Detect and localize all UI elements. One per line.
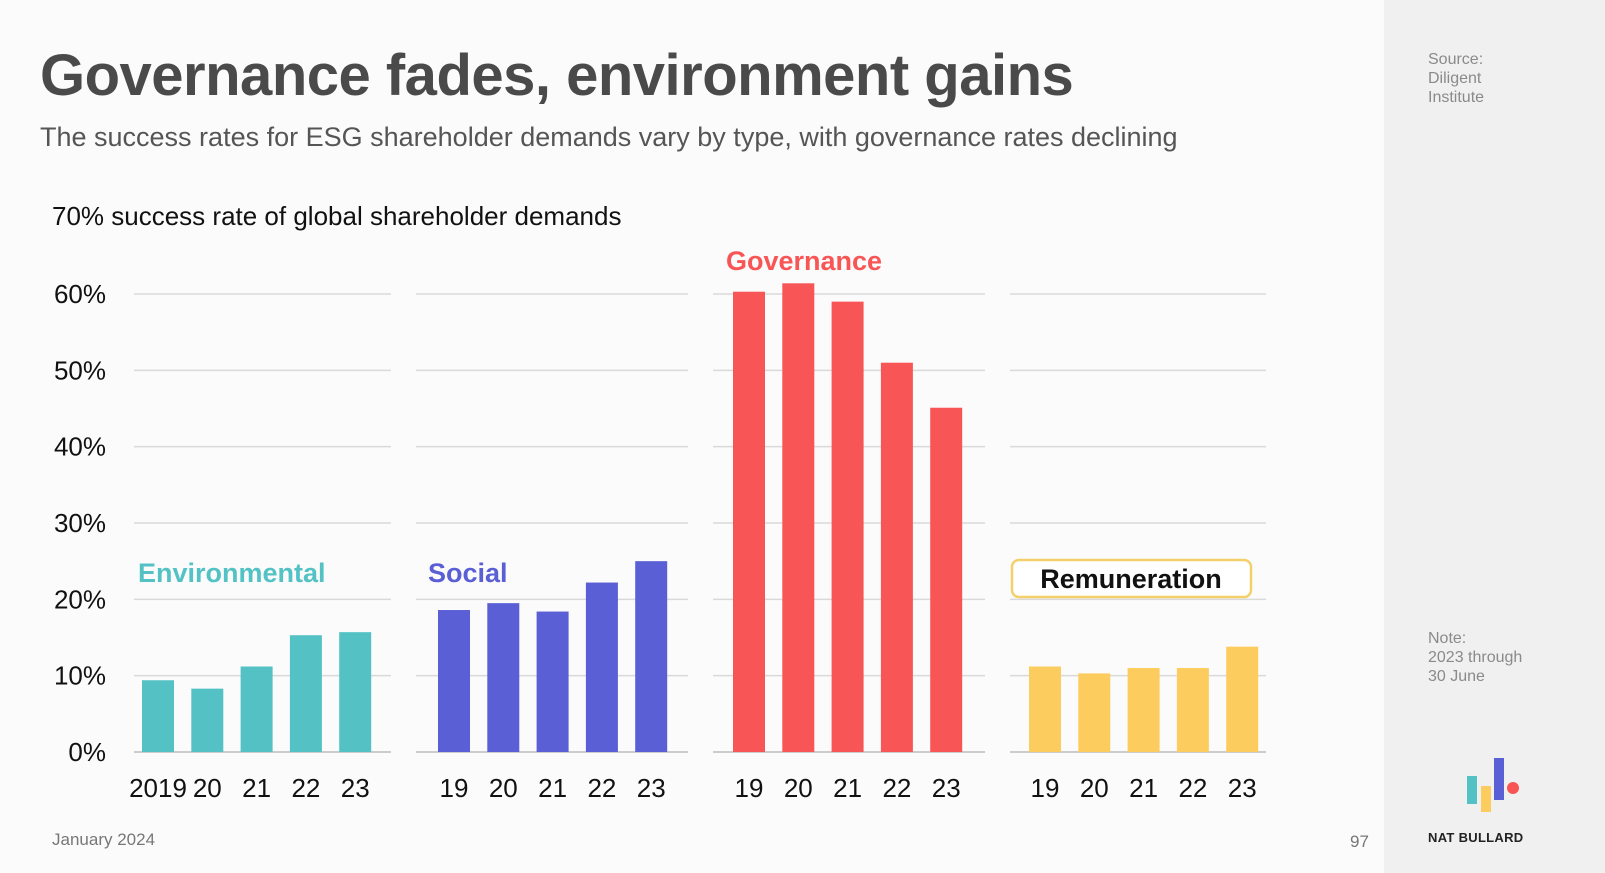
x-tick-label: 21 [1129, 773, 1158, 803]
source-line: Diligent [1428, 70, 1482, 87]
bar-social-19 [438, 610, 470, 752]
bar-remuneration-20 [1078, 673, 1111, 752]
bar-environmental-2019 [142, 680, 174, 752]
bar-remuneration-22 [1176, 668, 1209, 752]
bar-governance-22 [880, 362, 913, 752]
footnote: Note: 2023 through 30 June [1428, 629, 1568, 686]
x-tick-label: 22 [291, 773, 320, 803]
x-tick-label: 23 [341, 773, 370, 803]
x-tick-label: 19 [735, 773, 764, 803]
x-tick-label: 20 [489, 773, 518, 803]
bar-governance-20 [782, 283, 815, 752]
y-tick-label: 20% [54, 584, 106, 614]
chart-title: 70% success rate of global shareholder d… [52, 201, 621, 231]
bar-governance-21 [831, 301, 864, 752]
x-tick-label: 19 [440, 773, 469, 803]
y-tick-label: 50% [54, 355, 106, 385]
x-tick-label: 23 [637, 773, 666, 803]
y-tick-label: 10% [54, 661, 106, 691]
sidebar: Source: Diligent Institute Note: 2023 th… [1384, 0, 1605, 873]
series-label-governance: Governance [726, 246, 882, 276]
y-tick-label: 60% [54, 279, 106, 309]
bar-chart: 70% success rate of global shareholder d… [52, 201, 1266, 803]
y-tick-label: 40% [54, 432, 106, 462]
x-tick-label: 22 [1178, 773, 1207, 803]
note-line: 2023 through [1428, 649, 1523, 666]
source-line: Institute [1428, 89, 1485, 106]
bar-environmental-22 [289, 635, 322, 752]
x-tick-label: 2019 [129, 773, 187, 803]
footer-date: January 2024 [52, 830, 156, 849]
page-number: 97 [1350, 832, 1369, 851]
bar-governance-23 [930, 407, 963, 752]
brand-logo-icon [1467, 758, 1519, 812]
page-subtitle: The success rates for ESG shareholder de… [40, 122, 1178, 152]
x-tick-label: 23 [1228, 773, 1257, 803]
x-tick-label: 23 [932, 773, 961, 803]
x-tick-label: 20 [784, 773, 813, 803]
bar-remuneration-23 [1226, 646, 1259, 752]
bar-social-20 [487, 603, 520, 752]
bar-environmental-21 [240, 666, 273, 752]
series-label-remuneration: Remuneration [1040, 564, 1222, 594]
y-tick-label: 0% [68, 737, 106, 767]
x-tick-label: 22 [882, 773, 911, 803]
bar-environmental-23 [339, 632, 372, 752]
x-tick-label: 19 [1031, 773, 1060, 803]
remuneration-label-box [1010, 558, 1253, 599]
bar-environmental-20 [191, 688, 224, 752]
bar-remuneration-21 [1127, 668, 1160, 752]
slide-main: Governance fades, environment gains The … [40, 43, 1369, 851]
bar-social-21 [536, 611, 569, 752]
x-tick-label: 20 [1080, 773, 1109, 803]
x-tick-label: 22 [587, 773, 616, 803]
x-tick-label: 21 [538, 773, 567, 803]
source-note: Source: Diligent Institute [1428, 50, 1568, 107]
bar-remuneration-19 [1029, 666, 1061, 752]
page-title: Governance fades, environment gains [40, 43, 1074, 108]
x-tick-label: 21 [833, 773, 862, 803]
bar-social-23 [635, 561, 668, 752]
note-label: Note: [1428, 630, 1467, 647]
source-label: Source: [1428, 51, 1484, 68]
bar-social-22 [585, 582, 618, 752]
series-label-environmental: Environmental [138, 558, 326, 588]
note-line: 30 June [1428, 668, 1485, 685]
series-label-social: Social [428, 558, 508, 588]
x-tick-label: 21 [242, 773, 271, 803]
bar-governance-19 [733, 291, 765, 752]
x-tick-label: 20 [193, 773, 222, 803]
brand-name: NAT BULLARD [1428, 830, 1524, 845]
y-tick-label: 30% [54, 508, 106, 538]
